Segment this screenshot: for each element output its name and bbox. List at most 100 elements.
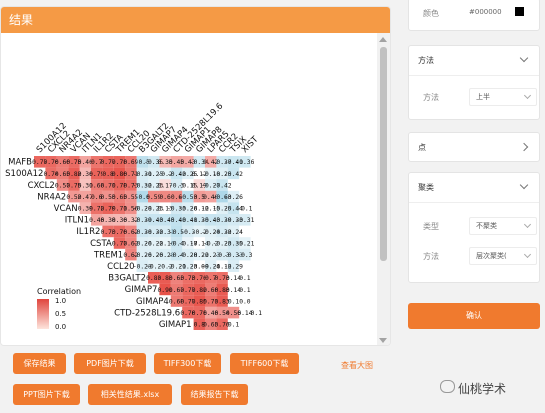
method-title: 方法 <box>418 56 434 65</box>
color-swatch[interactable] <box>515 7 524 16</box>
heatmap-cell <box>79 190 91 203</box>
view-large-link[interactable]: 查看大图 <box>341 361 373 370</box>
heatmap-cell <box>216 318 228 330</box>
cluster-section-header[interactable]: 聚类 <box>409 173 539 203</box>
points-section-header[interactable]: 点 <box>409 133 539 163</box>
cell-value: 0.78 <box>112 159 127 166</box>
row-label: VCAN <box>54 204 78 214</box>
heatmap-cell <box>159 283 171 296</box>
cell-value: 0.78 <box>112 182 127 189</box>
cell-value: -0.2 <box>158 264 173 271</box>
cell-value: -0.26 <box>178 206 197 213</box>
cell-value: -0.42 <box>167 171 186 178</box>
cell-value: 0.79 <box>89 171 104 178</box>
heatmap-cell <box>136 248 148 261</box>
chevron-down-icon <box>523 220 532 229</box>
heatmap-cell <box>182 295 194 307</box>
cell-value: 0.55 <box>101 194 116 201</box>
cell-value: 0.19 <box>192 182 207 189</box>
cell-value: -0.24 <box>201 229 220 236</box>
cell-value: -0.23 <box>144 206 163 213</box>
cell-value: -0.4 <box>169 252 184 259</box>
heatmap-cell <box>102 156 114 168</box>
cell-value: -0.38 <box>133 229 152 236</box>
cell-value: 0.13 <box>158 206 173 213</box>
cell-value: -0.41 <box>224 159 243 166</box>
cell-value: 0.1 <box>228 298 240 305</box>
cluster-type-select[interactable]: 不聚类 <box>469 217 537 235</box>
cell-value: 0.71 <box>123 171 138 178</box>
report-download-button[interactable]: 结果报告下载 <box>181 384 248 405</box>
ppt-download-button[interactable]: PPT图片下载 <box>13 384 80 405</box>
cell-value: -0.63 <box>213 194 232 201</box>
heatmap-cell <box>182 202 194 214</box>
heatmap-cell <box>182 237 194 249</box>
cell-value: 0.73 <box>180 275 195 282</box>
cell-value: 0.6 <box>171 194 183 201</box>
cell-value: 0.31 <box>78 182 93 189</box>
cell-value: -0.1 <box>237 206 252 213</box>
heatmap-cell <box>170 272 183 284</box>
heatmap-cell <box>136 179 148 191</box>
result-header: 结果 <box>1 7 390 33</box>
heatmap-cell <box>136 225 148 238</box>
cell-value: 0.1 <box>239 275 251 282</box>
scroll-down-icon[interactable] <box>379 338 387 343</box>
cell-value: -0.3 <box>215 252 230 259</box>
cell-value: -0.26 <box>133 252 152 259</box>
cluster-method-select[interactable]: 层次聚类( <box>469 247 537 265</box>
watermark: 仙桃学术 <box>458 382 507 396</box>
heatmap-cell <box>136 237 148 249</box>
heatmap-cell <box>68 179 80 191</box>
heatmap-cell <box>205 190 217 203</box>
heatmap-cell <box>148 272 160 284</box>
heatmap-cell <box>205 156 217 168</box>
cell-value: 0.77 <box>180 298 195 305</box>
heatmap-cell <box>170 295 183 307</box>
cell-value: 0.82 <box>66 171 81 178</box>
cell-value: -0.21 <box>235 240 254 247</box>
cell-value: -0.2 <box>158 171 173 178</box>
points-title: 点 <box>418 143 426 152</box>
save-result-button[interactable]: 保存结果 <box>13 353 66 374</box>
heatmap-cell <box>79 167 91 180</box>
scroll-up-icon[interactable] <box>379 37 387 42</box>
cell-value: 0.73 <box>215 275 230 282</box>
method-section-header[interactable]: 方法 <box>409 46 539 76</box>
method-select[interactable]: 上半 <box>469 88 537 106</box>
cell-value: 0.14 <box>226 287 241 294</box>
color-value[interactable]: #000000 <box>469 8 502 16</box>
cell-value: -0.33 <box>224 252 243 259</box>
cell-value: 0.42 <box>203 159 218 166</box>
tiff300-download-button[interactable]: TIFF300下载 <box>154 353 221 374</box>
method-select-value: 上半 <box>476 93 490 101</box>
heatmap-cell <box>125 179 137 191</box>
cell-value: -0.15 <box>178 182 197 189</box>
cell-value: -0.45 <box>156 217 175 224</box>
confirm-button[interactable]: 确认 <box>408 303 540 329</box>
heatmap-cell <box>113 202 126 214</box>
cell-value: -0.12 <box>213 264 232 271</box>
heatmap-cell <box>170 237 183 249</box>
heatmap-cell <box>216 248 228 261</box>
pdf-download-button[interactable]: PDF图片下载 <box>74 353 146 374</box>
cell-value: -0.31 <box>156 229 175 236</box>
scroll-thumb[interactable] <box>380 47 387 261</box>
cell-value: -0.23 <box>213 240 232 247</box>
cell-value: 0.73 <box>101 229 116 236</box>
cell-value: -0.35 <box>144 159 163 166</box>
row-label: B3GALT2 <box>108 274 146 284</box>
xlsx-download-button[interactable]: 相关性结果.xlsx <box>88 384 172 405</box>
cell-value: -0.6 <box>135 194 150 201</box>
heatmap-cell <box>91 179 103 191</box>
cell-value: 0.85 <box>192 298 207 305</box>
heatmap-cell <box>148 214 160 226</box>
plot-scrollbar[interactable] <box>377 33 390 345</box>
heatmap-cell <box>193 214 205 226</box>
heatmap-cell <box>136 190 148 203</box>
cell-value: 0.62 <box>123 240 138 247</box>
heatmap-cell <box>239 237 251 249</box>
cell-value: -0.16 <box>156 240 175 247</box>
tiff600-download-button[interactable]: TIFF600下载 <box>230 353 299 374</box>
wechat-icon <box>440 380 455 393</box>
